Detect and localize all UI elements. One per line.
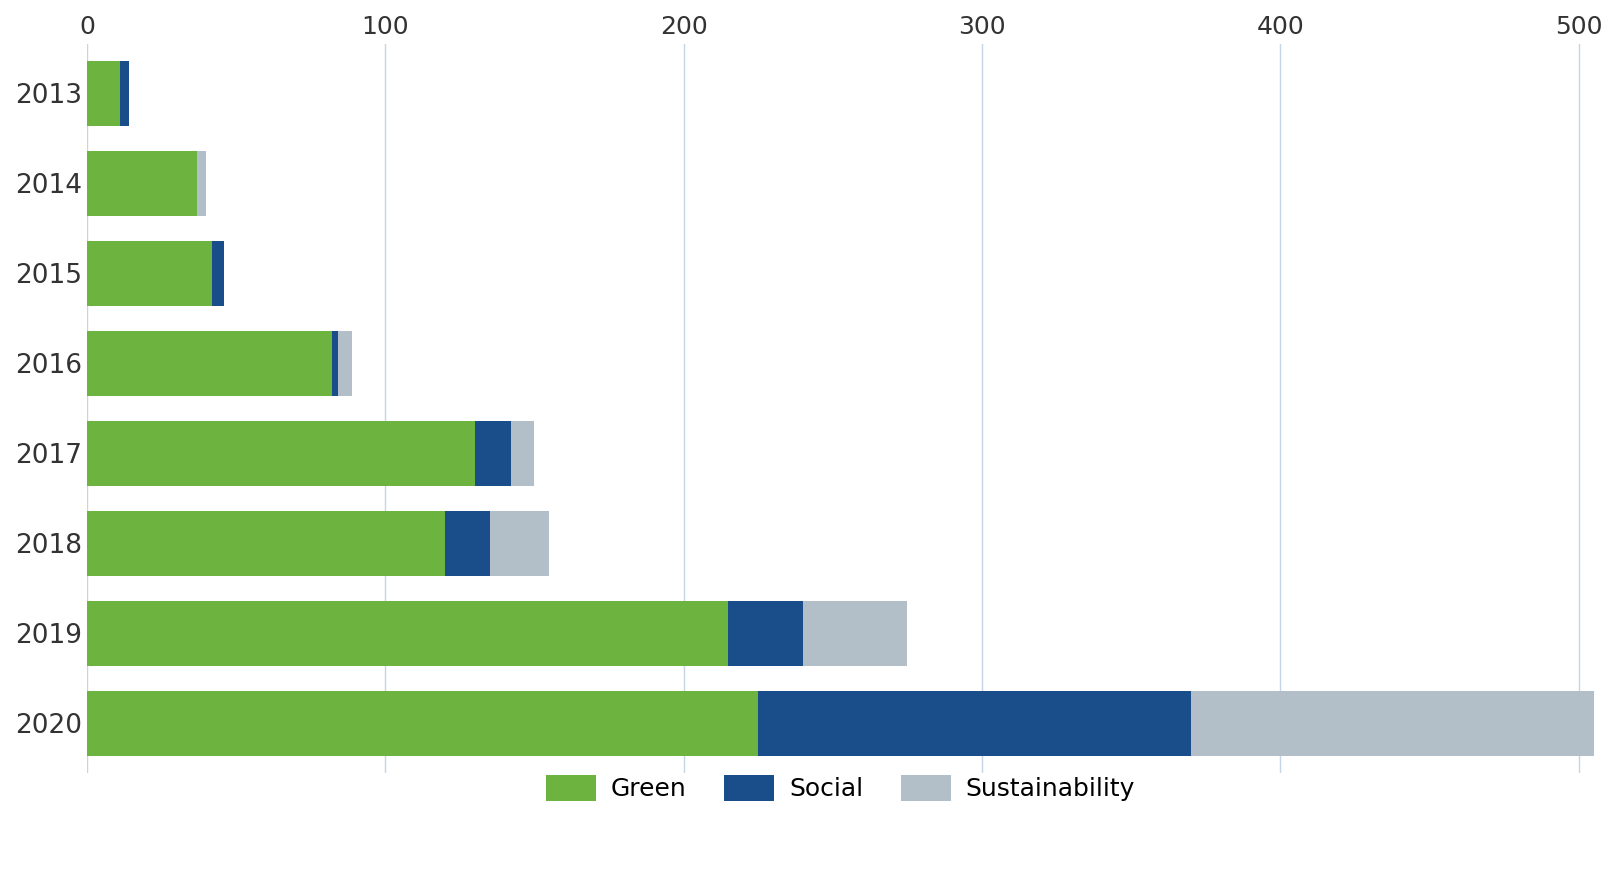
Bar [87, 601, 729, 666]
Bar [87, 331, 332, 396]
Bar [120, 61, 128, 126]
Bar [87, 691, 758, 756]
Bar [87, 421, 475, 486]
Bar [758, 691, 1191, 756]
Bar [87, 61, 120, 126]
Bar [446, 511, 489, 576]
Bar [489, 511, 549, 576]
Bar [87, 241, 212, 305]
Legend: Green, Social, Sustainability: Green, Social, Sustainability [536, 765, 1145, 811]
Bar [198, 151, 206, 216]
Bar [1191, 691, 1594, 756]
Bar [729, 601, 804, 666]
Bar [510, 421, 535, 486]
Bar [212, 241, 224, 305]
Bar [475, 421, 510, 486]
Bar [332, 331, 337, 396]
Bar [337, 331, 353, 396]
Bar [804, 601, 907, 666]
Bar [87, 151, 198, 216]
Bar [87, 511, 446, 576]
